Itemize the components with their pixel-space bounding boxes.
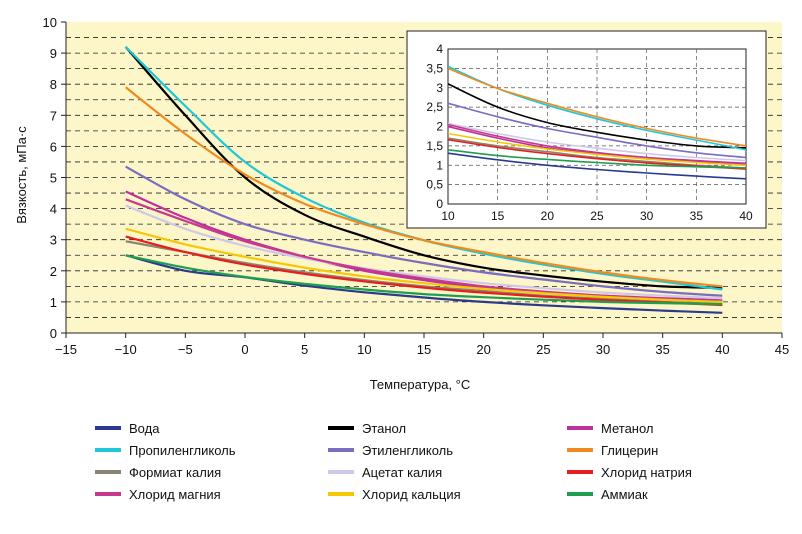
inset-series-line: [448, 122, 746, 162]
legend-swatch: [328, 426, 354, 430]
legend-label: Вода: [129, 420, 160, 436]
legend-swatch: [567, 470, 593, 474]
legend-label: Формиат калия: [129, 464, 222, 480]
inset-series-line: [448, 132, 746, 167]
y-tick-label: 2: [50, 264, 57, 279]
x-tick-label: 25: [536, 342, 550, 357]
legend-swatch: [95, 448, 121, 452]
legend-swatch: [95, 470, 121, 474]
inset-y-tick-label: 3: [436, 81, 443, 95]
legend-swatch: [328, 448, 354, 452]
y-tick-label: 9: [50, 46, 57, 61]
legend-item: Вода: [95, 418, 159, 438]
series-line: [125, 235, 723, 307]
x-tick-label: 10: [357, 342, 371, 357]
inset-x-tick-label: 10: [441, 209, 455, 223]
series-line: [125, 254, 723, 306]
y-tick-label: 10: [43, 15, 57, 30]
legend-item: Метанол: [567, 418, 654, 438]
x-tick-label: 40: [715, 342, 729, 357]
y-axis-label: Вязкость, мПа·с: [14, 126, 29, 224]
x-tick-label: −5: [178, 342, 193, 357]
x-tick-label: 35: [655, 342, 669, 357]
x-tick-label: 5: [301, 342, 308, 357]
inset-y-tick-label: 4: [436, 42, 443, 56]
inset-y-tick-label: 3,5: [426, 61, 443, 75]
legend-swatch: [328, 492, 354, 496]
legend-swatch: [567, 448, 593, 452]
series-line: [125, 86, 723, 288]
legend-item: Хлорид кальция: [328, 484, 461, 504]
y-tick-label: 5: [50, 171, 57, 186]
inset-series-line: [448, 152, 746, 180]
x-tick-label: 15: [417, 342, 431, 357]
y-tick-label: 7: [50, 108, 57, 123]
x-tick-label: 20: [476, 342, 490, 357]
legend-label: Метанол: [601, 420, 654, 436]
inset-series-line: [448, 149, 746, 169]
legend-swatch: [328, 470, 354, 474]
legend-swatch: [95, 426, 121, 430]
legend-item: Этанол: [328, 418, 406, 438]
legend-item: Пропиленгликоль: [95, 440, 236, 460]
y-tick-label: 4: [50, 202, 57, 217]
legend-label: Ацетат калия: [362, 464, 443, 480]
inset-x-tick-label: 40: [739, 209, 753, 223]
y-tick-label: 3: [50, 233, 57, 248]
y-tick-label: 1: [50, 295, 57, 310]
legend-swatch: [567, 426, 593, 430]
legend-item: Хлорид натрия: [567, 462, 692, 482]
legend-item: Хлорид магния: [95, 484, 221, 504]
inset-x-tick-label: 15: [491, 209, 505, 223]
inset-y-tick-label: 1,5: [426, 139, 443, 153]
legend-label: Хлорид магния: [129, 486, 221, 502]
y-tick-label: 8: [50, 77, 57, 92]
legend-label: Этанол: [362, 420, 407, 436]
legend-label: Аммиак: [601, 486, 648, 502]
x-tick-label: −10: [115, 342, 137, 357]
inset-x-tick-label: 20: [541, 209, 555, 223]
inset-y-tick-label: 2: [436, 120, 443, 134]
inset-x-tick-label: 35: [690, 209, 704, 223]
legend-item: Формиат калия: [95, 462, 221, 482]
inset-y-tick-label: 0: [436, 197, 443, 211]
series-line: [125, 204, 723, 300]
legend-item: Глицерин: [567, 440, 658, 460]
legend: Вода Пропиленгликоль Формиат калия Хлорид м…: [0, 410, 802, 510]
x-axis-label: Температура, °С: [370, 377, 471, 392]
inset-series-line: [448, 67, 746, 147]
inset-plot: 0 0,5 1 1,5 2 2,5 3 3,5 4 10 15 20 25 30 35 40: [406, 30, 767, 229]
legend-item: Ацетат калия: [328, 462, 442, 482]
inset-series-line: [448, 83, 746, 149]
x-tick-label: −15: [55, 342, 77, 357]
inset-y-tick-label: 1: [436, 158, 443, 172]
legend-swatch: [95, 492, 121, 496]
legend-item: Аммиак: [567, 484, 648, 504]
inset-y-tick-label: 2,5: [426, 100, 443, 114]
legend-item: Этиленгликоль: [328, 440, 453, 460]
inset-series-line: [448, 102, 746, 159]
inset-x-tick-label: 25: [590, 209, 604, 223]
legend-label: Пропиленгликоль: [129, 442, 236, 458]
series-line: [125, 165, 723, 297]
legend-label: Этиленгликоль: [362, 442, 453, 458]
legend-label: Хлорид кальция: [362, 486, 461, 502]
inset-series-group: [448, 65, 746, 180]
inset-y-tick-label: 0,5: [426, 178, 443, 192]
legend-label: Глицерин: [601, 442, 659, 458]
legend-label: Хлорид натрия: [601, 464, 692, 480]
inset-x-tick-label: 30: [640, 209, 654, 223]
x-tick-label: 45: [775, 342, 789, 357]
series-line: [125, 227, 723, 303]
x-tick-label: 0: [241, 342, 248, 357]
inset-series-line: [448, 123, 746, 166]
legend-swatch: [567, 492, 593, 496]
y-tick-label: 0: [50, 326, 57, 341]
series-line: [124, 46, 723, 289]
x-tick-label: 30: [596, 342, 610, 357]
y-tick-label: 6: [50, 139, 57, 154]
